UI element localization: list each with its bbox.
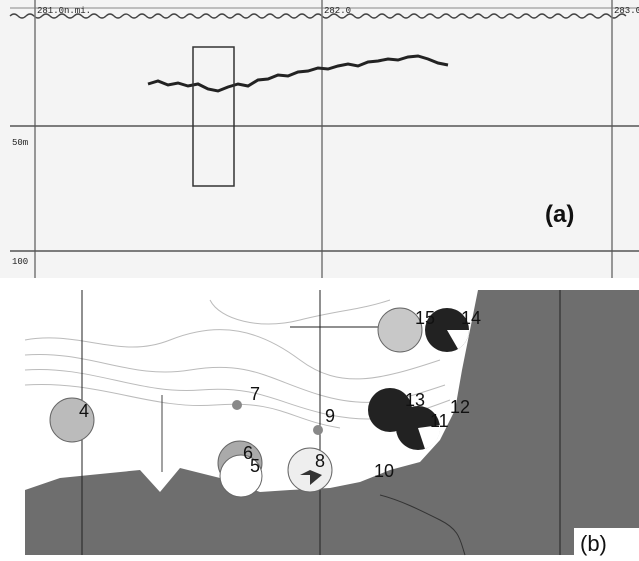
depth-label: 50m (12, 138, 28, 148)
station-label: 8 (315, 451, 325, 471)
map-panel: 4 5 6 7 8 9 10 11 12 13 14 15 (b) (25, 290, 639, 558)
panel-label: (a) (545, 201, 574, 228)
station-label: 6 (243, 443, 253, 463)
distance-label: 282.0 (324, 6, 351, 16)
depth-label: 100 (12, 257, 28, 267)
echogram-panel: 281.0n.mi. 282.0 283.0 50m 100 (a) (0, 0, 639, 278)
pie (313, 425, 323, 435)
station-label: 10 (374, 461, 394, 481)
station-label: 7 (250, 384, 260, 404)
distance-label: 281.0n.mi. (37, 6, 91, 16)
station-label: 14 (461, 308, 481, 328)
distance-label: 283.0 (614, 6, 639, 16)
station-label: 15 (415, 308, 435, 328)
station-label: 4 (79, 401, 89, 421)
station-label: 12 (450, 397, 470, 417)
pie (232, 400, 242, 410)
figure: 281.0n.mi. 282.0 283.0 50m 100 (a) (0, 0, 639, 561)
echogram-background (0, 0, 639, 278)
panel-label: (b) (580, 531, 607, 556)
station-label: 13 (405, 390, 425, 410)
station-label: 9 (325, 406, 335, 426)
station-label: 11 (430, 411, 449, 431)
